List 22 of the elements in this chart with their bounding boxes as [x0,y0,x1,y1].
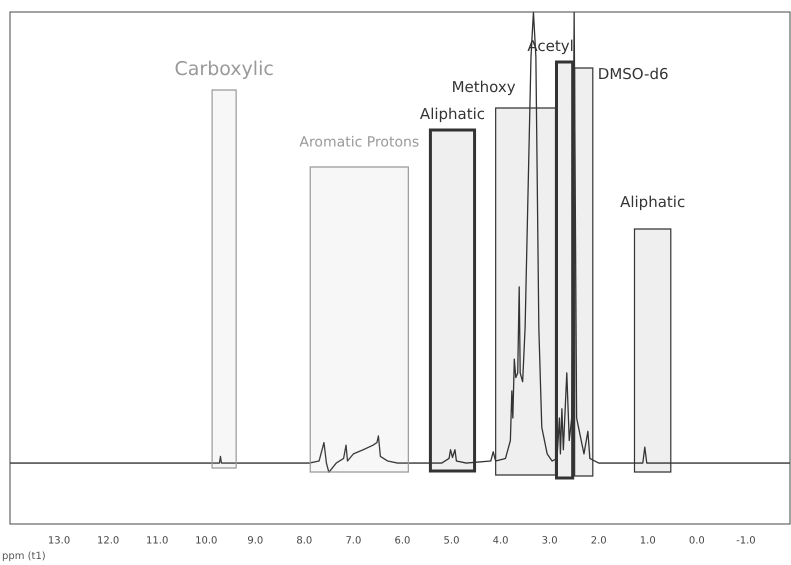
band-label: Aliphatic [620,192,686,211]
band-label: DMSO-d6 [598,64,669,83]
x-tick-label: 6.0 [394,536,410,547]
x-tick-label: 0.0 [688,536,705,547]
x-tick-label: 4.0 [492,536,509,547]
x-tick-label: 8.0 [296,536,312,547]
x-tick-label: 9.0 [247,536,264,547]
x-tick-label: 12.0 [96,536,120,547]
x-tick-label: 7.0 [345,536,362,547]
x-tick-label: 10.0 [195,536,218,547]
band-label: Carboxylic [174,58,274,80]
x-tick-label: 13.0 [48,536,70,547]
band-label: Aromatic Protons [299,134,420,151]
x-tick-label: 5.0 [444,536,460,547]
x-tick-label: 2.0 [590,536,607,547]
x-tick-label: 11.0 [146,536,168,547]
x-tick-label: 3.0 [542,536,558,547]
x-axis-title: ppm (t1) [2,551,46,562]
band-label: Aliphatic [420,104,486,123]
band-label: Methoxy [452,78,516,96]
x-tick-label: -1.0 [736,536,756,547]
x-tick-label: 1.0 [640,536,656,547]
